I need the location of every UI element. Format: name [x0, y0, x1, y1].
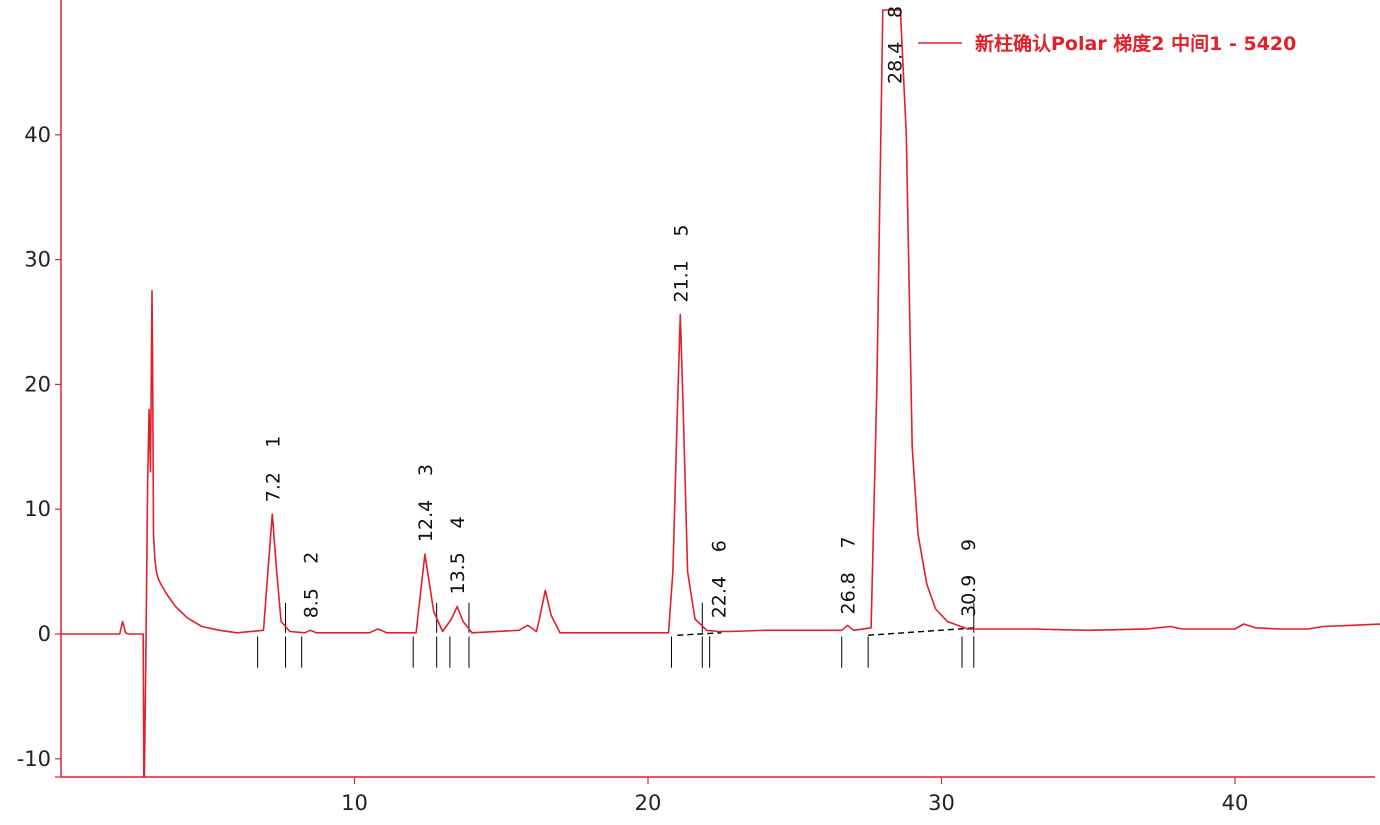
integration-markers [257, 602, 975, 668]
x-tick-label: 20 [635, 791, 662, 815]
peak-number-label: 3 [415, 464, 437, 476]
peak-number-label: 9 [958, 539, 980, 551]
peak-time-label: 28.4 [885, 42, 907, 84]
dashed-baseline [677, 632, 722, 636]
x-tick-label: 10 [341, 791, 368, 815]
peak-time-label: 21.1 [670, 260, 692, 302]
peak-time-label: 7.2 [262, 472, 284, 502]
y-tick-label: -10 [17, 747, 51, 771]
y-tick-label: 0 [38, 622, 51, 646]
peak-time-label: 26.8 [838, 572, 860, 614]
peak-time-label: 30.9 [958, 575, 980, 617]
axes: -10 0 10 20 30 40 10 20 30 40 [17, 0, 1375, 815]
y-tick-label: 40 [24, 123, 51, 147]
dashed-baseline [868, 627, 977, 636]
peak-labels: 7.2 1 8.5 2 12.4 3 13.5 4 21.1 5 22.4 6 26.8 7 28.4 8 30… [262, 6, 980, 618]
peak-number-label: 7 [838, 536, 860, 548]
legend: 新柱确认Polar 梯度2 中间1 - 5420 [918, 32, 1296, 55]
dashed-baselines [677, 627, 977, 636]
peak-time-label: 22.4 [708, 576, 730, 618]
peak-time-label: 12.4 [415, 500, 437, 542]
trace-line [61, 9, 1380, 778]
y-tick-label: 10 [24, 497, 51, 521]
y-tick-label: 20 [24, 372, 51, 396]
peak-number-label: 5 [670, 224, 692, 236]
peak-number-label: 4 [447, 516, 469, 528]
trace-series [61, 9, 1380, 778]
peak-number-label: 6 [708, 540, 730, 552]
peak-number-label: 2 [301, 552, 323, 564]
x-tick-label: 30 [928, 791, 955, 815]
peak-time-label: 8.5 [301, 588, 323, 618]
y-tick-label: 30 [24, 248, 51, 272]
x-tick-label: 40 [1222, 791, 1249, 815]
peak-number-label: 8 [885, 6, 907, 18]
legend-series-name: 新柱确认Polar 梯度2 中间1 - 5420 [975, 32, 1296, 55]
peak-number-label: 1 [262, 436, 284, 448]
peak-time-label: 13.5 [447, 552, 469, 594]
